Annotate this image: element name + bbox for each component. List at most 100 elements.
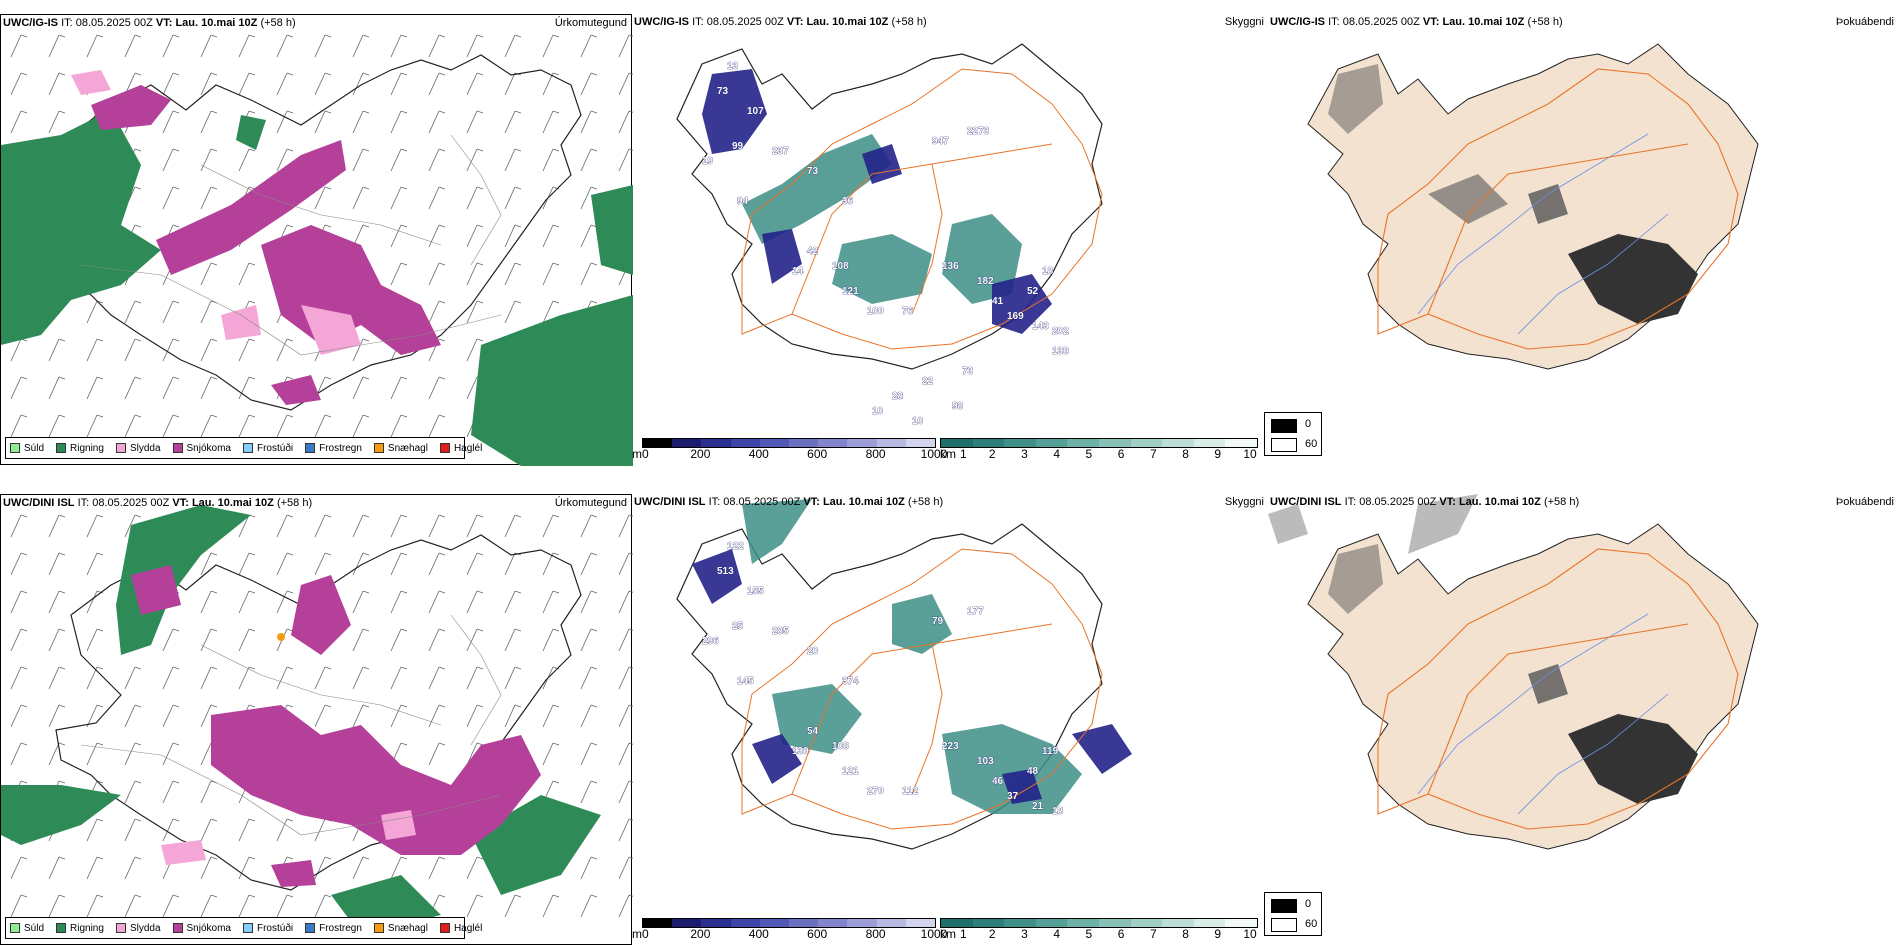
wind-barb (352, 704, 370, 728)
wind-barb (10, 704, 28, 728)
wind-barb (200, 110, 218, 134)
wind-barb (124, 780, 142, 804)
wind-barb (124, 704, 142, 728)
colorbar-tick: 400 (748, 447, 769, 461)
wind-barb (352, 34, 370, 58)
colorbar-tick: 800 (865, 927, 886, 941)
wind-barb (542, 894, 560, 918)
it-value: 08.05.2025 00Z (706, 16, 784, 28)
wind-barb (504, 72, 522, 96)
colorbar-tick: 1 (960, 927, 967, 941)
precip-type-panel-row2: UWC/DINI ISL IT: 08.05.2025 00Z VT: Lau.… (0, 494, 633, 945)
wind-barb (238, 628, 256, 652)
wind-barb (352, 414, 370, 438)
wind-barb (466, 704, 484, 728)
vt-label: VT: (1439, 496, 1456, 508)
wind-barb (580, 704, 598, 728)
wind-barb (162, 376, 180, 400)
panel-title-fog: Þokuábendi (1835, 496, 1894, 508)
colorbar-segment (818, 439, 848, 447)
colorbar-segment (1162, 439, 1194, 447)
wind-barb (466, 338, 484, 362)
wind-barb (580, 186, 598, 210)
lead-time: (+58 h) (891, 16, 927, 28)
wind-barb (352, 552, 370, 576)
wind-barb (314, 552, 332, 576)
lead-time: (+58 h) (1527, 16, 1563, 28)
wind-barb (86, 704, 104, 728)
legend-label: Frostregn (319, 442, 362, 454)
wind-barb (200, 590, 218, 614)
wind-barb (542, 590, 560, 614)
wind-barb (48, 552, 66, 576)
wind-barb (618, 856, 633, 880)
legend-swatch (439, 923, 450, 933)
colorbar-tick: 1000 (920, 927, 948, 941)
wind-barb (162, 148, 180, 172)
iceland-outline (676, 43, 1103, 370)
iceland-outline (676, 523, 1103, 850)
elevation-label: 237 (772, 146, 789, 157)
wind-barb (200, 148, 218, 172)
header-row1-fog: UWC/IG-IS IT: 08.05.2025 00Z VT: Lau. 10… (1270, 16, 1563, 28)
wind-barb (124, 376, 142, 400)
legend-swatch (56, 443, 67, 453)
wind-barb (200, 856, 218, 880)
wind-barb (276, 666, 294, 690)
wind-barb (428, 262, 446, 286)
colorbar-segment (1004, 439, 1036, 447)
wind-barb (10, 856, 28, 880)
colorbar-segment (759, 439, 790, 447)
lead-time: (+58 h) (907, 496, 944, 508)
elevation-label: 18 (1052, 806, 1064, 817)
legend-label: Rigning (70, 922, 104, 934)
colorbar-tick: 8 (1182, 447, 1189, 461)
wind-barb (238, 894, 256, 918)
elevation-label: 79 (932, 616, 944, 627)
colorbar-tick: 600 (807, 447, 828, 461)
wind-barb (238, 856, 256, 880)
panel-title-visibility: Skyggni (1224, 16, 1264, 28)
colorbar-segment (1130, 919, 1163, 927)
wind-barb (466, 742, 484, 766)
wind-barb (162, 414, 180, 438)
wind-barb (276, 148, 294, 172)
colorbar-segment (701, 919, 731, 927)
vt-value: Lau. 10.mai 10Z (1442, 16, 1525, 28)
colorbar-km-strip (940, 918, 1258, 928)
elevation-label: 99 (732, 141, 744, 152)
colorbar-m-strip (642, 918, 936, 928)
wind-barb (542, 666, 560, 690)
colorbar-m-unit: m (632, 447, 642, 461)
wind-barb (200, 818, 218, 842)
wind-barb (124, 742, 142, 766)
wind-barb (48, 376, 66, 400)
wind-barb (314, 856, 332, 880)
wind-barb (86, 552, 104, 576)
elevation-label: 46 (992, 776, 1004, 787)
legend-label: Frostregn (319, 922, 362, 934)
wind-barb (504, 590, 522, 614)
wind-barb (276, 818, 294, 842)
vt-value: Lau. 10.mai 10Z (1458, 496, 1541, 508)
rivers (1417, 133, 1669, 335)
wind-barb (428, 414, 446, 438)
wind-barb (504, 666, 522, 690)
it-value: 08.05.2025 00Z (1359, 496, 1437, 508)
wind-barb (618, 552, 633, 576)
colorbar-m-ticks: 0 200 400 600 800 1000 (642, 927, 947, 943)
wind-barb (314, 34, 332, 58)
legend-item: Snjókoma (172, 923, 231, 934)
legend-item: Frostregn (305, 443, 362, 454)
colorbar-m-strip (642, 438, 936, 448)
elevation-label: 155 (747, 586, 764, 597)
wind-barb (162, 742, 180, 766)
colorbar-tick: 0 (642, 927, 649, 941)
wind-barb (200, 300, 218, 324)
wind-barb (238, 414, 256, 438)
wind-barb (200, 628, 218, 652)
vis-teal-areas (742, 134, 1022, 304)
colorbar-segment (941, 439, 973, 447)
panel-title-visibility: Skyggni (1224, 496, 1264, 508)
elevation-label: 108 (832, 741, 849, 752)
